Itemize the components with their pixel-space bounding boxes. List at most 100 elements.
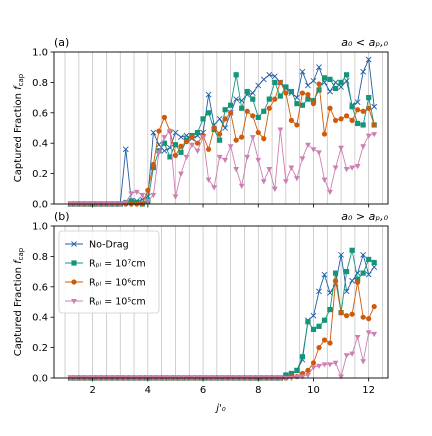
- data-point: [365, 271, 372, 278]
- data-point: [244, 376, 251, 382]
- y-tick-label: 0.8: [32, 252, 48, 263]
- data-point: [283, 372, 289, 378]
- legend: No-Drag Rₚₗ = 10⁷cm Rₚₗ = 10⁶cm Rₚₗ = 10⁵cm: [58, 230, 160, 314]
- data-point: [144, 198, 151, 205]
- data-point: [67, 376, 74, 382]
- data-point: [172, 152, 179, 158]
- data-point: [260, 76, 267, 83]
- data-point: [310, 360, 317, 366]
- data-point: [277, 376, 284, 382]
- data-point: [371, 303, 377, 310]
- data-point: [255, 129, 261, 136]
- data-point: [233, 167, 240, 173]
- data-point: [332, 278, 339, 284]
- panel-a: 0.0 0.2 0.4 0.6 0.8 1.0 Captured Fraction fcap…: [13, 36, 389, 211]
- x-tick-label: 6: [200, 385, 206, 396]
- data-point: [294, 122, 300, 128]
- data-point: [327, 105, 333, 111]
- data-point: [365, 133, 372, 139]
- data-point: [150, 129, 157, 136]
- data-point: [183, 376, 190, 382]
- data-point: [228, 110, 234, 116]
- data-point: [338, 84, 344, 90]
- data-point: [343, 313, 350, 319]
- data-point: [194, 148, 201, 154]
- data-point: [95, 376, 102, 382]
- data-point: [332, 79, 339, 86]
- panel-label: (a): [54, 36, 69, 49]
- data-point: [354, 99, 361, 106]
- data-point: [277, 79, 283, 85]
- data-point: [238, 376, 245, 382]
- y-tick-label: 0.2: [32, 343, 48, 354]
- data-point: [365, 330, 372, 336]
- data-point: [222, 125, 229, 131]
- data-point: [261, 108, 267, 114]
- data-point: [167, 376, 173, 382]
- data-point: [316, 323, 322, 329]
- data-point: [349, 311, 355, 317]
- data-point: [316, 64, 322, 71]
- data-point: [360, 359, 367, 365]
- data-point: [360, 68, 367, 75]
- data-point: [238, 183, 245, 189]
- data-point: [122, 376, 129, 382]
- legend-entry: Rₚₗ = 10⁶cm: [65, 278, 146, 289]
- data-point: [316, 87, 322, 93]
- data-point: [338, 251, 344, 258]
- data-point: [244, 88, 250, 95]
- data-point: [327, 307, 333, 313]
- data-point: [299, 374, 306, 380]
- series-line: [70, 129, 375, 205]
- data-point: [205, 146, 212, 152]
- data-point: [371, 259, 377, 266]
- data-point: [338, 79, 344, 85]
- data-point: [161, 376, 168, 382]
- data-point: [167, 154, 173, 160]
- data-point: [310, 101, 317, 107]
- series-Rpl5: [67, 127, 378, 208]
- data-point: [111, 202, 118, 208]
- data-point: [133, 376, 140, 382]
- data-point: [305, 82, 311, 89]
- data-point: [327, 189, 333, 196]
- data-point: [233, 376, 240, 382]
- data-point: [371, 132, 378, 138]
- data-point: [211, 125, 217, 131]
- data-point: [327, 76, 333, 82]
- data-point: [366, 256, 372, 263]
- data-point: [205, 91, 212, 98]
- data-point: [366, 95, 372, 101]
- data-point: [155, 376, 162, 382]
- data-point: [327, 88, 333, 95]
- data-point: [310, 312, 317, 319]
- data-point: [117, 202, 124, 208]
- data-point: [305, 96, 311, 102]
- data-point: [288, 376, 295, 382]
- data-point: [343, 113, 350, 119]
- data-point: [371, 264, 378, 270]
- data-point: [156, 128, 162, 134]
- data-point: [205, 376, 212, 382]
- data-point: [239, 105, 245, 111]
- data-point: [321, 362, 328, 368]
- data-point: [349, 165, 356, 171]
- data-point: [305, 142, 311, 148]
- y-axis-label: Captured Fraction fcap: [13, 73, 25, 182]
- data-point: [67, 202, 74, 208]
- data-point: [84, 202, 91, 208]
- data-point: [122, 200, 129, 206]
- data-point: [294, 374, 300, 380]
- data-point: [78, 202, 85, 208]
- data-point: [321, 177, 328, 183]
- y-tick-label: 0.0: [32, 374, 48, 385]
- data-point: [139, 196, 146, 203]
- data-point: [310, 326, 317, 332]
- data-point: [355, 279, 361, 285]
- data-point: [178, 134, 184, 141]
- legend-label: Rₚₗ = 10⁶cm: [89, 278, 146, 289]
- data-point: [95, 202, 102, 208]
- data-point: [194, 129, 201, 136]
- data-point: [316, 345, 322, 351]
- series-line: [70, 81, 375, 205]
